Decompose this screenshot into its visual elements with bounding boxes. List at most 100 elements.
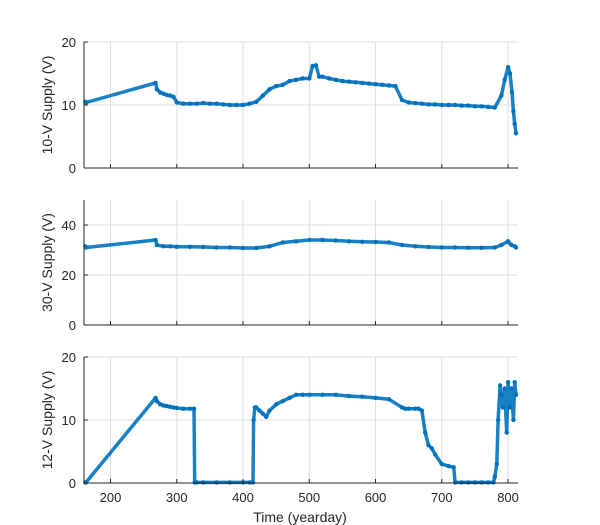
- data-point: [499, 93, 504, 98]
- data-point: [293, 239, 299, 244]
- data-point: [171, 94, 176, 100]
- data-point: [403, 406, 408, 411]
- data-point: [509, 386, 514, 391]
- data-point: [167, 93, 173, 98]
- data-point: [419, 101, 425, 106]
- data-point: [423, 430, 428, 435]
- data-point: [452, 245, 458, 250]
- data-point: [153, 80, 158, 86]
- data-point: [509, 90, 515, 95]
- y-tick-label: 10: [62, 98, 76, 113]
- data-point: [187, 101, 193, 106]
- data-point: [171, 405, 176, 410]
- data-point: [502, 386, 507, 391]
- data-point: [413, 406, 418, 411]
- data-point: [274, 402, 279, 407]
- data-point: [181, 406, 186, 411]
- data-point: [459, 480, 464, 485]
- data-point: [207, 101, 213, 106]
- data-point: [274, 83, 279, 89]
- data-point: [194, 480, 199, 485]
- data-point: [320, 74, 325, 79]
- data-point: [260, 411, 266, 416]
- data-point: [429, 446, 435, 451]
- data-point: [346, 239, 352, 244]
- data-point: [164, 403, 169, 409]
- data-point: [327, 76, 332, 81]
- y-axis-label: 10-V Supply (V): [39, 56, 55, 155]
- data-point: [287, 395, 292, 401]
- data-point: [227, 102, 232, 108]
- data-point: [191, 406, 197, 411]
- data-point: [153, 237, 158, 243]
- data-point: [251, 417, 256, 423]
- data-point: [174, 100, 179, 105]
- y-axis-label: 12-V Supply (V): [39, 371, 55, 470]
- data-point: [167, 404, 173, 409]
- y-axis-label: 30-V Supply (V): [39, 213, 55, 312]
- data-point: [399, 405, 405, 410]
- y-tick-label: 20: [62, 35, 76, 50]
- x-tick-label: 400: [232, 490, 254, 505]
- data-point: [494, 461, 499, 467]
- data-point: [280, 240, 285, 245]
- data-point: [158, 402, 163, 407]
- data-point: [505, 65, 511, 70]
- data-point: [507, 71, 513, 76]
- data-point: [513, 131, 519, 136]
- plot-area: [84, 200, 518, 325]
- data-point: [366, 81, 372, 86]
- data-point: [486, 480, 491, 485]
- data-point: [333, 77, 338, 83]
- data-point: [187, 244, 193, 249]
- data-point: [293, 392, 299, 397]
- data-point: [380, 82, 385, 88]
- data-point: [267, 408, 272, 413]
- data-point: [154, 398, 160, 404]
- y-tick-label: 20: [62, 268, 76, 283]
- data-point: [360, 80, 365, 86]
- x-tick-label: 200: [100, 490, 122, 505]
- data-point: [214, 480, 219, 485]
- data-point: [154, 87, 160, 92]
- data-point: [499, 392, 504, 397]
- data-point: [511, 417, 516, 423]
- data-point: [386, 240, 391, 245]
- data-point: [373, 82, 378, 87]
- data-point: [161, 403, 166, 408]
- data-point: [287, 78, 292, 84]
- x-tick-label: 600: [365, 490, 387, 505]
- data-point: [497, 383, 503, 388]
- data-point: [499, 242, 504, 248]
- data-point: [513, 392, 519, 397]
- data-point: [234, 102, 239, 108]
- data-point: [167, 244, 173, 249]
- data-point: [509, 242, 514, 248]
- data-point: [227, 245, 232, 250]
- x-tick-label: 500: [298, 490, 320, 505]
- data-point: [264, 414, 269, 420]
- data-point: [393, 83, 398, 89]
- data-point: [310, 63, 315, 69]
- data-point: [416, 406, 421, 411]
- data-point: [472, 480, 478, 485]
- data-point: [250, 480, 256, 485]
- data-point: [360, 239, 365, 244]
- data-point: [333, 392, 338, 397]
- series-1: [83, 237, 519, 251]
- data-point: [492, 105, 497, 110]
- y-tick-label: 40: [62, 218, 76, 233]
- data-point: [513, 245, 519, 250]
- data-point: [466, 103, 471, 108]
- data-point: [201, 480, 206, 485]
- data-point: [320, 237, 325, 243]
- data-point: [492, 245, 497, 250]
- data-point: [413, 244, 418, 249]
- data-point: [426, 244, 431, 250]
- data-point: [201, 100, 206, 106]
- data-point: [472, 104, 478, 109]
- data-point: [307, 76, 312, 81]
- data-point: [360, 394, 365, 399]
- data-point: [280, 82, 285, 88]
- data-point: [317, 74, 322, 79]
